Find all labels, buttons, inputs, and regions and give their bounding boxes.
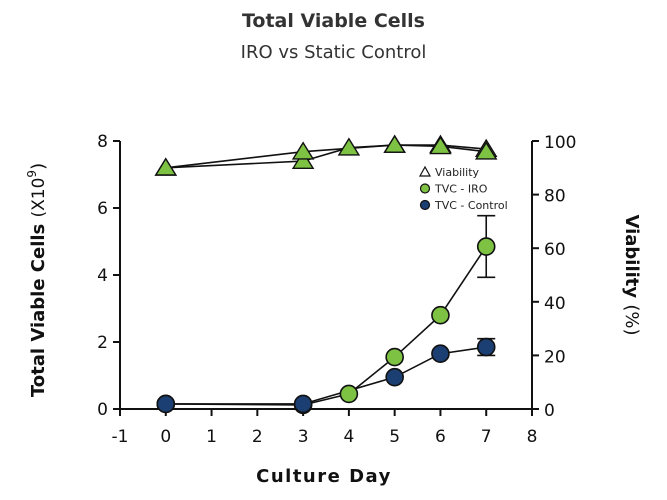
data-point <box>383 134 406 153</box>
y-right-tick-label: 20 <box>544 347 566 367</box>
data-point <box>156 394 176 414</box>
y-left-tick-label: 8 <box>97 132 108 152</box>
y-right-tick-label: 60 <box>544 240 566 260</box>
data-point <box>476 337 496 357</box>
legend-marker <box>419 183 431 194</box>
data-point <box>337 137 361 156</box>
data-point <box>429 136 452 155</box>
data-point <box>293 394 313 414</box>
y-right-tick-label: 0 <box>544 401 555 421</box>
x-tick-label: 3 <box>298 427 309 447</box>
x-tick-label: 2 <box>252 427 263 447</box>
y-left-axis-title: Total Viable Cells (X109) <box>25 163 49 397</box>
data-point <box>385 347 404 367</box>
legend-label: TVC - IRO <box>434 183 488 196</box>
y-left-tick-label: 4 <box>97 266 108 286</box>
legend-label: Viability <box>435 166 480 179</box>
legend-marker <box>418 165 432 177</box>
x-tick-label: 1 <box>206 427 217 447</box>
x-tick-label: -1 <box>112 427 129 447</box>
y-right-tick-label: 80 <box>544 187 566 207</box>
data-point <box>154 157 178 176</box>
data-point <box>339 384 359 404</box>
x-axis-title: Culture Day <box>256 466 392 487</box>
data-point <box>431 305 450 325</box>
chart-subtitle: IRO vs Static Control <box>240 42 427 63</box>
data-point <box>476 237 496 256</box>
y-right-tick-label: 100 <box>544 133 576 153</box>
y-left-tick-label: 6 <box>97 199 108 219</box>
x-tick-label: 5 <box>389 427 400 447</box>
x-tick-label: 0 <box>160 427 171 447</box>
y-left-tick-label: 0 <box>97 400 108 420</box>
chart-title: Total Viable Cells <box>241 10 425 32</box>
data-point <box>291 150 315 170</box>
x-tick-label: 6 <box>435 427 446 447</box>
legend-marker <box>419 199 431 211</box>
series-line <box>165 246 487 406</box>
data-point <box>385 367 404 387</box>
y-right-axis-title: Viability (%) <box>621 214 642 335</box>
data-point <box>291 141 315 160</box>
x-tick-label: 7 <box>481 427 492 447</box>
y-left-tick-label: 2 <box>97 333 108 353</box>
data-point <box>431 344 450 364</box>
x-tick-label: 4 <box>343 427 354 447</box>
data-point <box>474 141 498 160</box>
legend-label: TVC - Control <box>434 199 508 212</box>
x-tick-label: 8 <box>527 427 538 447</box>
y-right-tick-label: 40 <box>544 294 566 314</box>
